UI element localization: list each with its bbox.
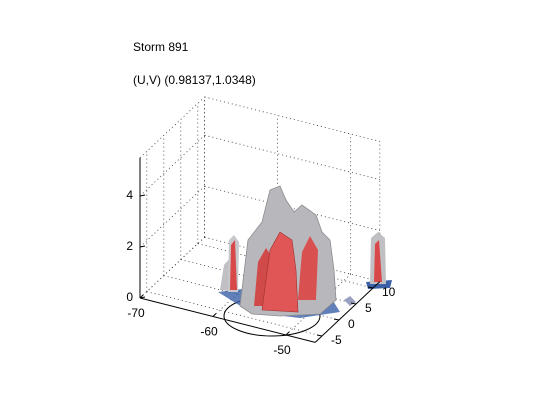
- y-axis: [314, 281, 381, 343]
- y-tick-label: 0: [348, 317, 355, 331]
- red-isosurface: [298, 236, 318, 300]
- z-tick-label: 4: [126, 188, 133, 202]
- x-tick: [212, 313, 217, 317]
- chart-title: Storm 891: [133, 40, 189, 54]
- grid-line: [139, 185, 205, 248]
- grid-line: [139, 134, 205, 197]
- x-tick-label: -50: [273, 343, 291, 357]
- y-tick: [367, 286, 374, 289]
- z-tick-label: 0: [126, 290, 133, 304]
- z-tick: [139, 194, 146, 197]
- red-isosurface: [374, 240, 382, 282]
- red-isosurface: [261, 231, 299, 313]
- y-tick: [316, 334, 323, 337]
- grid-line: [139, 236, 205, 299]
- y-tick-label: 10: [382, 285, 396, 299]
- isosurfaces: [218, 185, 392, 337]
- y-tick-label: 5: [365, 301, 372, 315]
- box-edge: [139, 96, 205, 159]
- z-tick: [139, 245, 146, 248]
- grid-layer: [139, 96, 381, 337]
- y-tick: [333, 318, 340, 321]
- x-tick-label: -70: [127, 306, 145, 320]
- z-tick-label: 2: [126, 239, 133, 253]
- x-tick: [139, 294, 144, 299]
- y-tick: [350, 302, 357, 305]
- x-tick-label: -60: [200, 325, 218, 339]
- y-tick-label: -5: [331, 333, 342, 347]
- x-tick: [285, 331, 290, 336]
- chart-subtitle: (U,V) (0.98137,1.0348): [133, 73, 256, 87]
- red-isosurface: [230, 240, 237, 290]
